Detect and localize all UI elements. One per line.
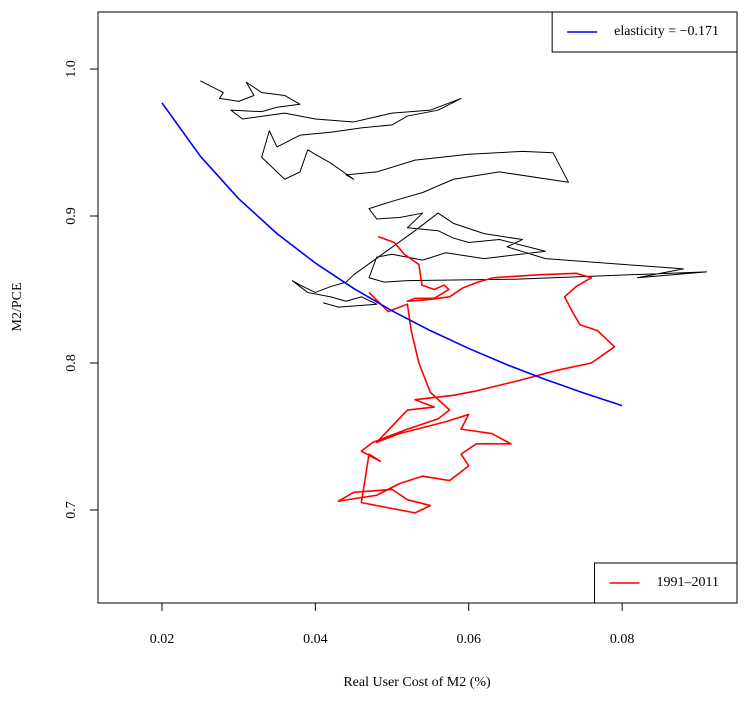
x-tick-label: 0.02 [150,632,175,647]
x-tick-label: 0.08 [610,632,635,647]
legend-label: 1991–2011 [657,575,719,590]
x-tick-label: 0.06 [456,632,481,647]
legend-label: elasticity = −0.171 [614,24,719,39]
x-tick-label: 0.04 [303,632,328,647]
y-tick-label: 0.7 [64,501,79,519]
series-line [200,80,707,308]
y-tick-label: 0.8 [64,354,79,372]
y-tick-label: 0.9 [64,207,79,225]
series-line [337,235,616,514]
y-axis-title: M2/PCE [10,282,25,331]
y-tick-label: 1.0 [64,60,79,78]
plot-frame [97,11,738,604]
x-axis-title: Real User Cost of M2 (%) [343,675,491,690]
series-line [161,102,623,407]
